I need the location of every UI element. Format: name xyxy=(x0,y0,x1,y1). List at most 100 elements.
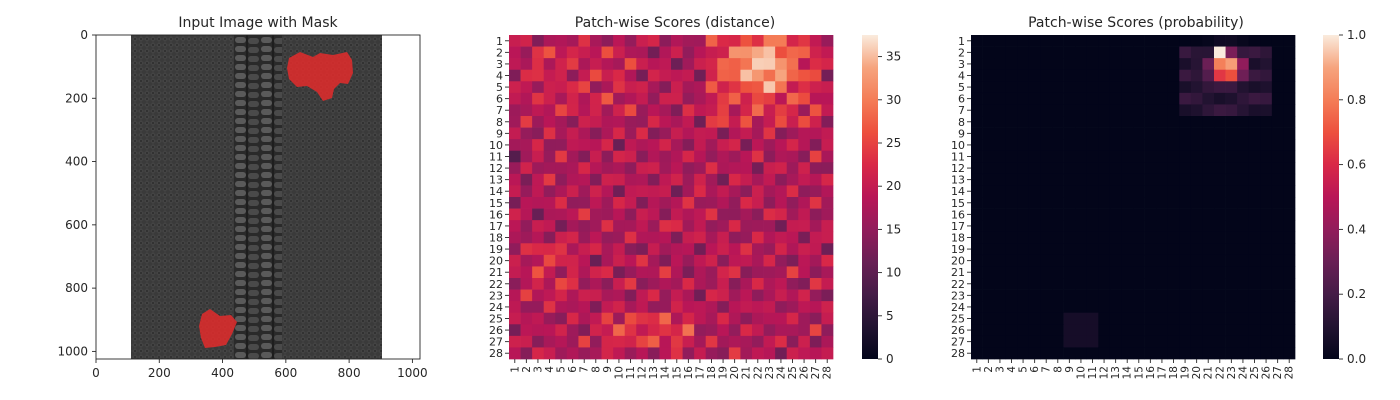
heatmap-cell xyxy=(682,278,695,290)
heatmap-cell xyxy=(1098,278,1111,290)
heatmap-cell xyxy=(752,335,764,348)
heatmap-cell xyxy=(682,254,695,267)
heatmap-cell xyxy=(1086,208,1099,221)
heatmap-cell xyxy=(659,58,672,71)
heatmap-x-tick-label: 7 xyxy=(579,366,591,373)
heatmap-cell xyxy=(624,301,637,314)
heatmap-cell xyxy=(1133,35,1145,47)
heatmap-cell xyxy=(717,185,730,198)
heatmap-cell xyxy=(821,185,834,198)
heatmap-cell xyxy=(566,139,579,152)
heatmap-cell xyxy=(786,243,799,256)
heatmap-cell xyxy=(1237,289,1250,302)
heatmap-cell xyxy=(1005,173,1018,186)
heatmap-cell xyxy=(1109,266,1122,279)
heatmap-cell xyxy=(624,278,637,290)
heatmap-cell xyxy=(1214,254,1226,267)
heatmap-cell xyxy=(1190,347,1203,360)
heatmap-cell xyxy=(1179,35,1192,47)
heatmap-x-tick-label: 13 xyxy=(648,366,660,379)
heatmap-cell xyxy=(659,347,672,360)
heatmap-cell xyxy=(821,35,834,47)
heatmap-cell xyxy=(1005,69,1018,82)
heatmap-cell xyxy=(1052,139,1064,152)
heatmap-cell xyxy=(1283,289,1296,302)
heatmap-cell xyxy=(1214,81,1226,94)
heatmap-cell xyxy=(1063,46,1076,59)
heatmap-cell xyxy=(1271,243,1284,256)
heatmap-cell xyxy=(566,278,579,290)
heatmap-cell xyxy=(1109,150,1122,163)
heatmap-cell xyxy=(1167,116,1180,128)
heatmap-cell xyxy=(752,220,764,233)
heatmap-cell xyxy=(1028,58,1041,71)
heatmap-cell xyxy=(555,46,568,59)
heatmap-cell xyxy=(555,289,568,302)
heatmap-cell xyxy=(682,197,695,209)
heatmap-cell xyxy=(1098,301,1111,314)
heatmap-cell xyxy=(1167,162,1180,175)
heatmap-cell xyxy=(740,92,753,105)
heatmap-cell xyxy=(590,185,602,198)
heatmap-cell xyxy=(1156,116,1169,128)
heatmap-cell xyxy=(520,335,533,348)
heatmap-cell xyxy=(752,312,764,325)
heatmap-cell xyxy=(1214,58,1226,71)
heatmap-cell xyxy=(1214,139,1226,152)
heatmap-cell xyxy=(821,301,834,314)
heatmap-cell xyxy=(543,162,556,175)
heatmap-cell xyxy=(566,301,579,314)
colorbar-tick-label: 5 xyxy=(886,309,894,323)
heatmap-cell xyxy=(1283,69,1296,82)
heatmap-cell xyxy=(1237,185,1250,198)
heatmap-cell xyxy=(566,208,579,221)
heatmap-x-tick-label: 22 xyxy=(1214,366,1226,379)
heatmap-y-tick-label: 14 xyxy=(489,185,503,198)
heatmap-cell xyxy=(509,266,521,279)
heatmap-cell xyxy=(1063,243,1076,256)
heatmap-cell xyxy=(705,278,718,290)
heatmap-cell xyxy=(705,162,718,175)
heatmap-cell xyxy=(1133,81,1145,94)
heatmap-cell xyxy=(1260,266,1273,279)
heatmap-cell xyxy=(1017,139,1030,152)
heatmap-cell xyxy=(659,116,672,128)
heatmap-cell xyxy=(1237,243,1250,256)
heatmap-cell xyxy=(613,324,626,337)
heatmap-cell xyxy=(543,312,556,325)
heatmap-cell xyxy=(775,243,788,256)
heatmap-y-tick-label: 3 xyxy=(496,58,503,71)
heatmap-cell xyxy=(1260,139,1273,152)
heatmap-cell xyxy=(1260,347,1273,360)
heatmap-x-tick-label: 8 xyxy=(590,366,602,373)
heatmap-cell xyxy=(1017,266,1030,279)
heatmap-cell xyxy=(775,231,788,244)
heatmap-cell xyxy=(786,347,799,360)
heatmap-cell xyxy=(1063,58,1076,71)
heatmap-cell xyxy=(971,254,983,267)
heatmap-x-tick-label: 4 xyxy=(1006,366,1018,373)
heatmap-cell xyxy=(509,312,521,325)
heatmap-cell xyxy=(543,81,556,94)
heatmap-cell xyxy=(821,92,834,105)
heatmap-cell xyxy=(1214,116,1226,128)
heatmap-cell xyxy=(694,324,707,337)
heatmap-cell xyxy=(1121,127,1134,140)
heatmap-cell xyxy=(566,185,579,198)
heatmap-cell xyxy=(809,254,822,267)
heatmap-cell xyxy=(809,69,822,82)
heatmap-cell xyxy=(1109,58,1122,71)
heatmap-cell xyxy=(740,35,753,47)
heatmap-cell xyxy=(728,173,741,186)
heatmap-cell xyxy=(994,69,1007,82)
heatmap-cell xyxy=(590,104,602,117)
heatmap-cell xyxy=(1202,92,1215,105)
heatmap-cell xyxy=(613,197,626,209)
heatmap-y-tick-label: 2 xyxy=(496,46,503,59)
heatmap-cell xyxy=(543,58,556,71)
colorbar-tick-label: 0.0 xyxy=(1347,352,1366,366)
heatmap-cell xyxy=(1109,116,1122,128)
heatmap-cell xyxy=(809,220,822,233)
heatmap-cell xyxy=(659,81,672,94)
heatmap-cell xyxy=(1109,185,1122,198)
